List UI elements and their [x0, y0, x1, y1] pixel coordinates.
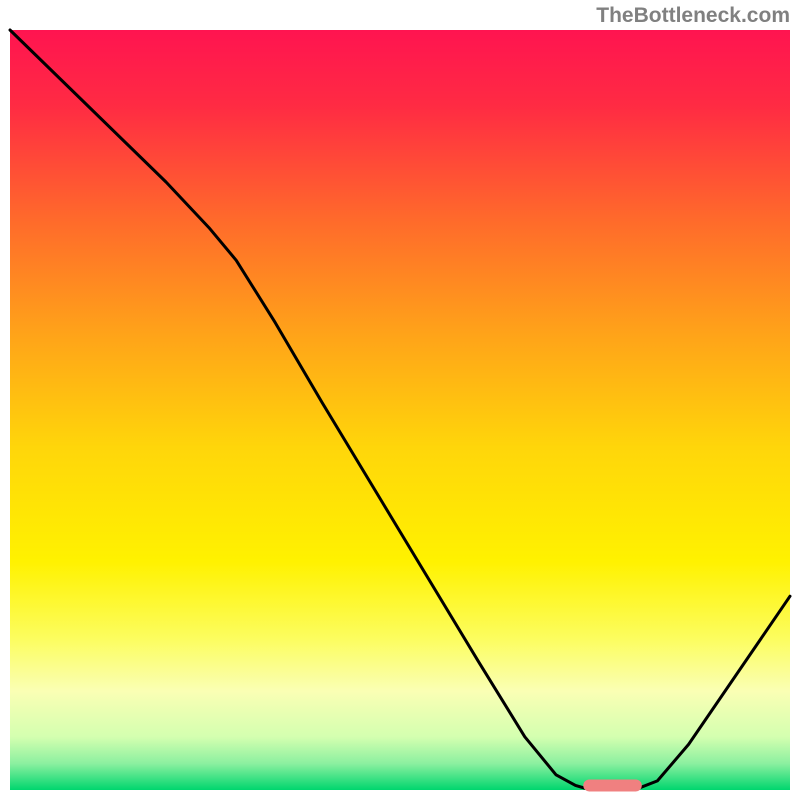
optimal-range-marker: [583, 779, 642, 791]
chart-container: TheBottleneck.com: [0, 0, 800, 800]
bottleneck-chart: [0, 0, 800, 800]
watermark-text: TheBottleneck.com: [596, 4, 790, 28]
